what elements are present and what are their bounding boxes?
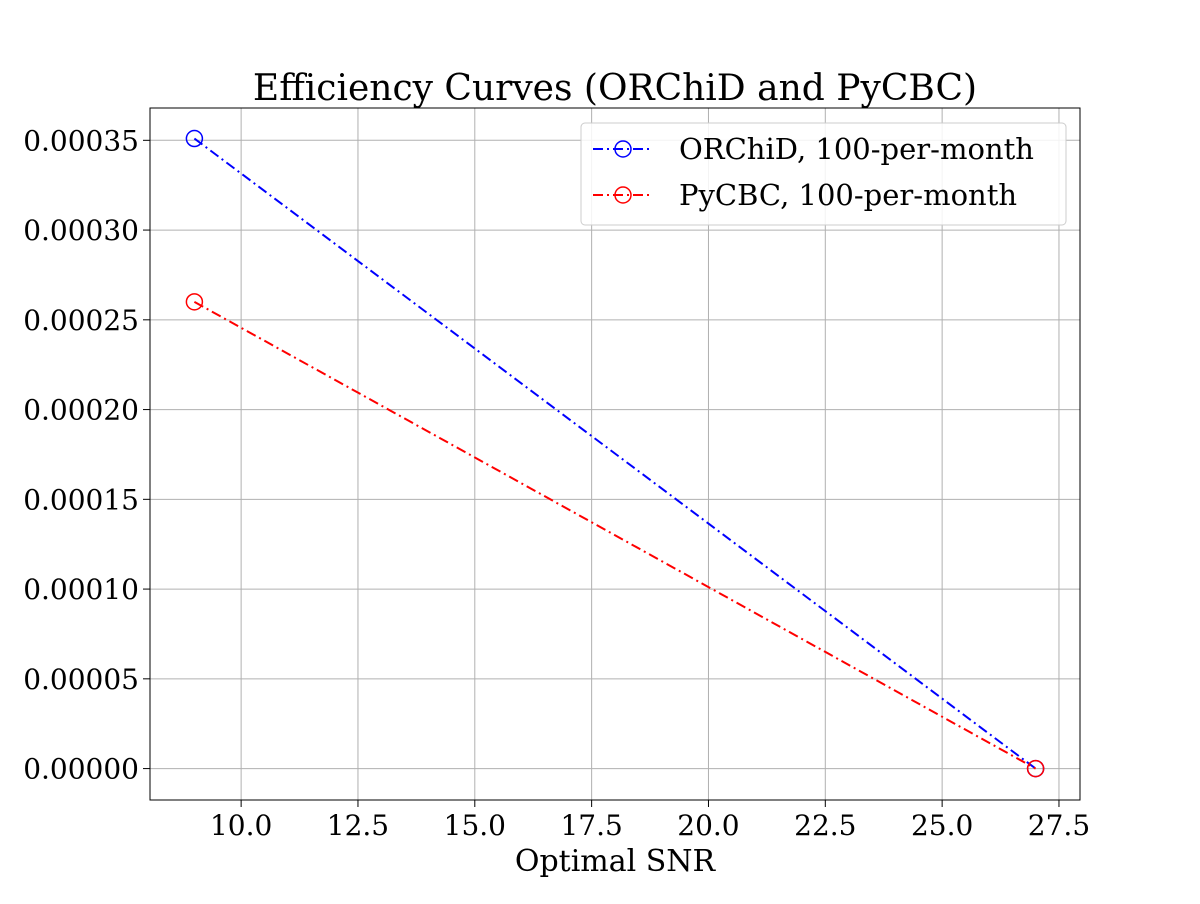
x-tick-label: 12.5 [327, 809, 389, 842]
y-tick-label: 0.00010 [23, 573, 139, 606]
data-point-marker [1026, 759, 1045, 778]
tick-layer: 10.0 12.5 15.0 17.5 20.0 22.5 25.0 27.5 0.00000 0… [23, 124, 1090, 842]
legend: ORChiD, 100-per-month PyCBC, 100-per-mont… [580, 122, 1067, 226]
y-tick-label: 0.00000 [23, 753, 139, 786]
series-line-0 [193, 137, 1037, 770]
data-point-marker [185, 129, 204, 148]
legend-box [580, 122, 1067, 226]
y-tick-label: 0.00015 [23, 483, 139, 516]
legend-marker-sample [614, 140, 632, 158]
x-tick-label: 10.0 [210, 809, 272, 842]
y-tick-label: 0.00025 [23, 304, 139, 337]
x-tick-label: 27.5 [1028, 809, 1090, 842]
x-tick-label: 25.0 [911, 809, 973, 842]
y-tick-label: 0.00035 [23, 124, 139, 157]
x-tick-label: 20.0 [677, 809, 739, 842]
plot-frame [149, 107, 1081, 801]
series-layer [185, 129, 1045, 778]
legend-marker-sample [614, 186, 632, 204]
legend-entry-label: PyCBC, 100-per-month [679, 178, 1017, 212]
x-tick-label: 17.5 [560, 809, 622, 842]
x-tick-label: 22.5 [794, 809, 856, 842]
chart-title: Efficiency Curves (ORChiD and PyCBC) [253, 68, 977, 109]
x-axis-label: Optimal SNR [515, 844, 717, 879]
y-tick-label: 0.00020 [23, 394, 139, 427]
y-tick-label: 0.00005 [23, 663, 139, 696]
y-tick-label: 0.00030 [23, 214, 139, 247]
series-line-1 [193, 300, 1037, 770]
legend-entry-label: ORChiD, 100-per-month [679, 132, 1034, 166]
data-point-marker [185, 293, 204, 311]
x-tick-label: 15.0 [444, 809, 506, 842]
